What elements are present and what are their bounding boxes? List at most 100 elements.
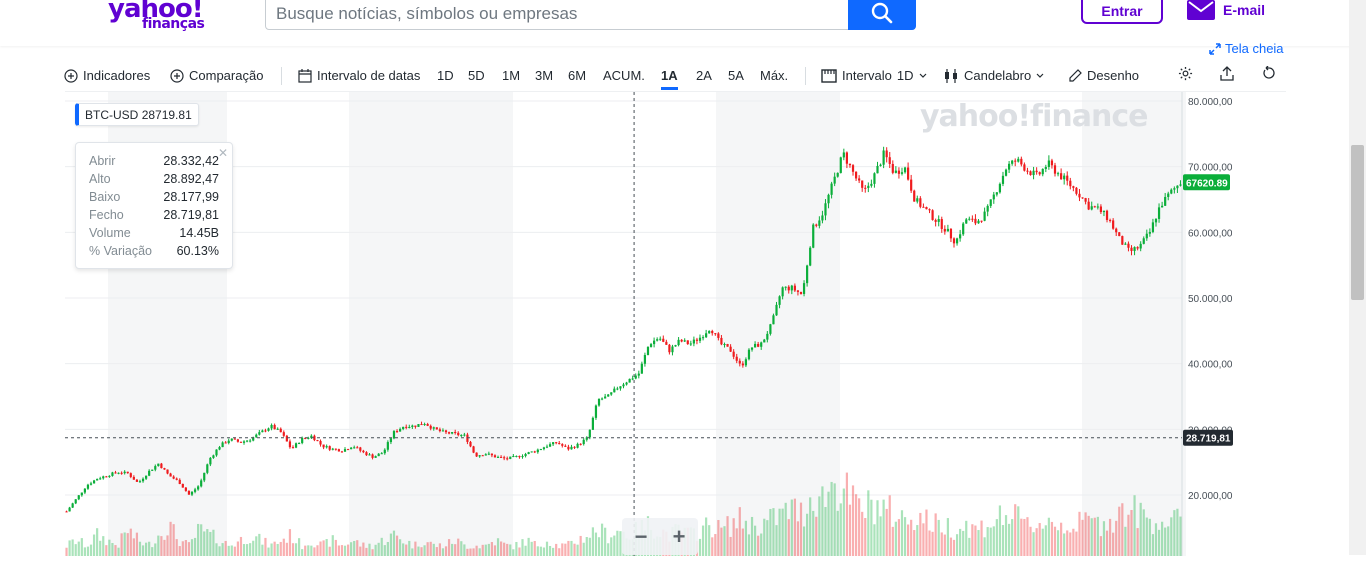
candle-body xyxy=(276,428,279,430)
candlestick-chart[interactable]: 20.000,0030.000,0040.000,0050.000,0060.0… xyxy=(65,92,1286,556)
drawing-button[interactable]: Desenho xyxy=(1068,68,1139,83)
range-2a[interactable]: 2A xyxy=(696,68,712,83)
close-icon[interactable]: ✕ xyxy=(217,146,228,160)
interval-value: 1D xyxy=(896,68,914,83)
candle-body xyxy=(1102,210,1106,213)
volume-bar xyxy=(154,543,157,556)
candle-body xyxy=(637,373,640,376)
candle-body xyxy=(858,178,861,181)
volume-bar xyxy=(959,528,962,556)
volume-bar xyxy=(414,541,417,556)
candle-body xyxy=(830,183,833,195)
volume-bar xyxy=(1093,517,1096,556)
volume-bar xyxy=(977,530,980,556)
candle-body xyxy=(879,164,882,166)
volume-bar xyxy=(1115,520,1118,556)
tooltip-row-volume: Volume 14.45B xyxy=(89,226,219,244)
volume-bar xyxy=(1133,495,1136,556)
candle-body xyxy=(236,439,240,442)
candle-body xyxy=(92,480,96,484)
candle-body xyxy=(148,470,151,476)
volume-bar xyxy=(842,488,845,556)
comparison-button[interactable]: Comparação xyxy=(170,68,263,83)
ticker-label[interactable]: BTC-USD 28719.81 xyxy=(75,103,199,126)
tooltip-row-close: Fecho 28.719,81 xyxy=(89,208,219,226)
volume-bar xyxy=(356,540,359,556)
volume-bar xyxy=(983,537,986,556)
chart-area[interactable]: 20.000,0030.000,0040.000,0050.000,0060.0… xyxy=(65,91,1286,556)
candle-body xyxy=(561,444,564,446)
candle-body xyxy=(533,451,536,453)
candle-body xyxy=(141,478,145,482)
volume-bar xyxy=(472,548,475,556)
volume-bar xyxy=(763,518,766,556)
mail-link[interactable]: E-mail xyxy=(1187,0,1265,20)
volume-bar xyxy=(940,532,943,556)
volume-bar xyxy=(331,535,334,556)
volume-bar xyxy=(89,544,93,556)
volume-bar xyxy=(1001,525,1005,556)
candle-body xyxy=(438,429,441,432)
reset-button[interactable] xyxy=(1262,66,1276,81)
range-1a[interactable]: 1A xyxy=(661,68,678,90)
candle-body xyxy=(331,448,334,450)
candle-body xyxy=(1023,164,1026,171)
scrollbar-thumb[interactable] xyxy=(1351,145,1364,300)
volume-bar xyxy=(96,528,99,556)
range-ytd[interactable]: ACUM. xyxy=(603,68,645,83)
candle-body xyxy=(181,484,184,488)
volume-bar xyxy=(230,545,233,556)
share-button[interactable] xyxy=(1220,66,1234,81)
y-axis-tick-label: 40.000,00 xyxy=(1188,360,1233,371)
range-1d[interactable]: 1D xyxy=(437,68,454,83)
candle-body xyxy=(536,449,539,453)
volume-bar xyxy=(1041,528,1044,556)
page-scrollbar[interactable] xyxy=(1349,0,1366,555)
candle-body xyxy=(888,157,891,164)
volume-bar xyxy=(1087,515,1090,556)
volume-bar xyxy=(417,546,420,556)
interval-button[interactable]: Intervalo 1D xyxy=(821,68,927,83)
login-button[interactable]: Entrar xyxy=(1081,0,1163,24)
fullscreen-link[interactable]: Tela cheia xyxy=(1209,41,1284,56)
volume-bar xyxy=(548,545,552,556)
candle-body xyxy=(255,434,258,438)
chart-type-button[interactable]: Candelabro xyxy=(943,68,1044,83)
date-range-button[interactable]: Intervalo de datas xyxy=(298,68,420,83)
volume-bar xyxy=(802,526,806,556)
candle-body xyxy=(931,210,934,220)
range-1m[interactable]: 1M xyxy=(502,68,521,83)
volume-bar xyxy=(604,527,607,556)
candle-body xyxy=(701,337,705,339)
volume-bar xyxy=(252,540,255,556)
plus-circle-icon xyxy=(64,68,78,83)
volume-bar xyxy=(1017,506,1020,556)
candle-body xyxy=(600,398,604,400)
search-button[interactable] xyxy=(848,0,916,30)
zoom-out-button[interactable]: − xyxy=(634,523,648,549)
indicators-button[interactable]: Indicadores xyxy=(64,68,150,83)
volume-bar xyxy=(484,544,487,556)
volume-bar xyxy=(989,527,992,556)
gear-icon xyxy=(1178,66,1193,81)
range-5d[interactable]: 5D xyxy=(468,68,485,83)
logo-sub-text: finanças xyxy=(142,16,205,32)
volume-bar xyxy=(873,524,876,556)
yahoo-finance-logo[interactable]: yahoo! finanças xyxy=(108,0,205,31)
settings-button[interactable] xyxy=(1178,66,1193,81)
range-max[interactable]: Máx. xyxy=(760,68,789,83)
range-6m[interactable]: 6M xyxy=(568,68,587,83)
candle-body xyxy=(705,333,708,338)
range-3m[interactable]: 3M xyxy=(535,68,554,83)
chart-toolbar: Indicadores Comparação Intervalo de data… xyxy=(62,62,1286,90)
range-5a[interactable]: 5A xyxy=(728,68,744,83)
volume-bar xyxy=(955,534,959,556)
candle-body xyxy=(304,437,307,439)
volume-bar xyxy=(1151,534,1155,556)
y-axis-tick-label: 50.000,00 xyxy=(1188,294,1233,305)
zoom-in-button[interactable]: + xyxy=(672,523,686,549)
candle-body xyxy=(576,443,579,448)
volume-bar xyxy=(294,543,298,556)
search-input[interactable] xyxy=(276,3,836,25)
candle-body xyxy=(607,394,610,397)
